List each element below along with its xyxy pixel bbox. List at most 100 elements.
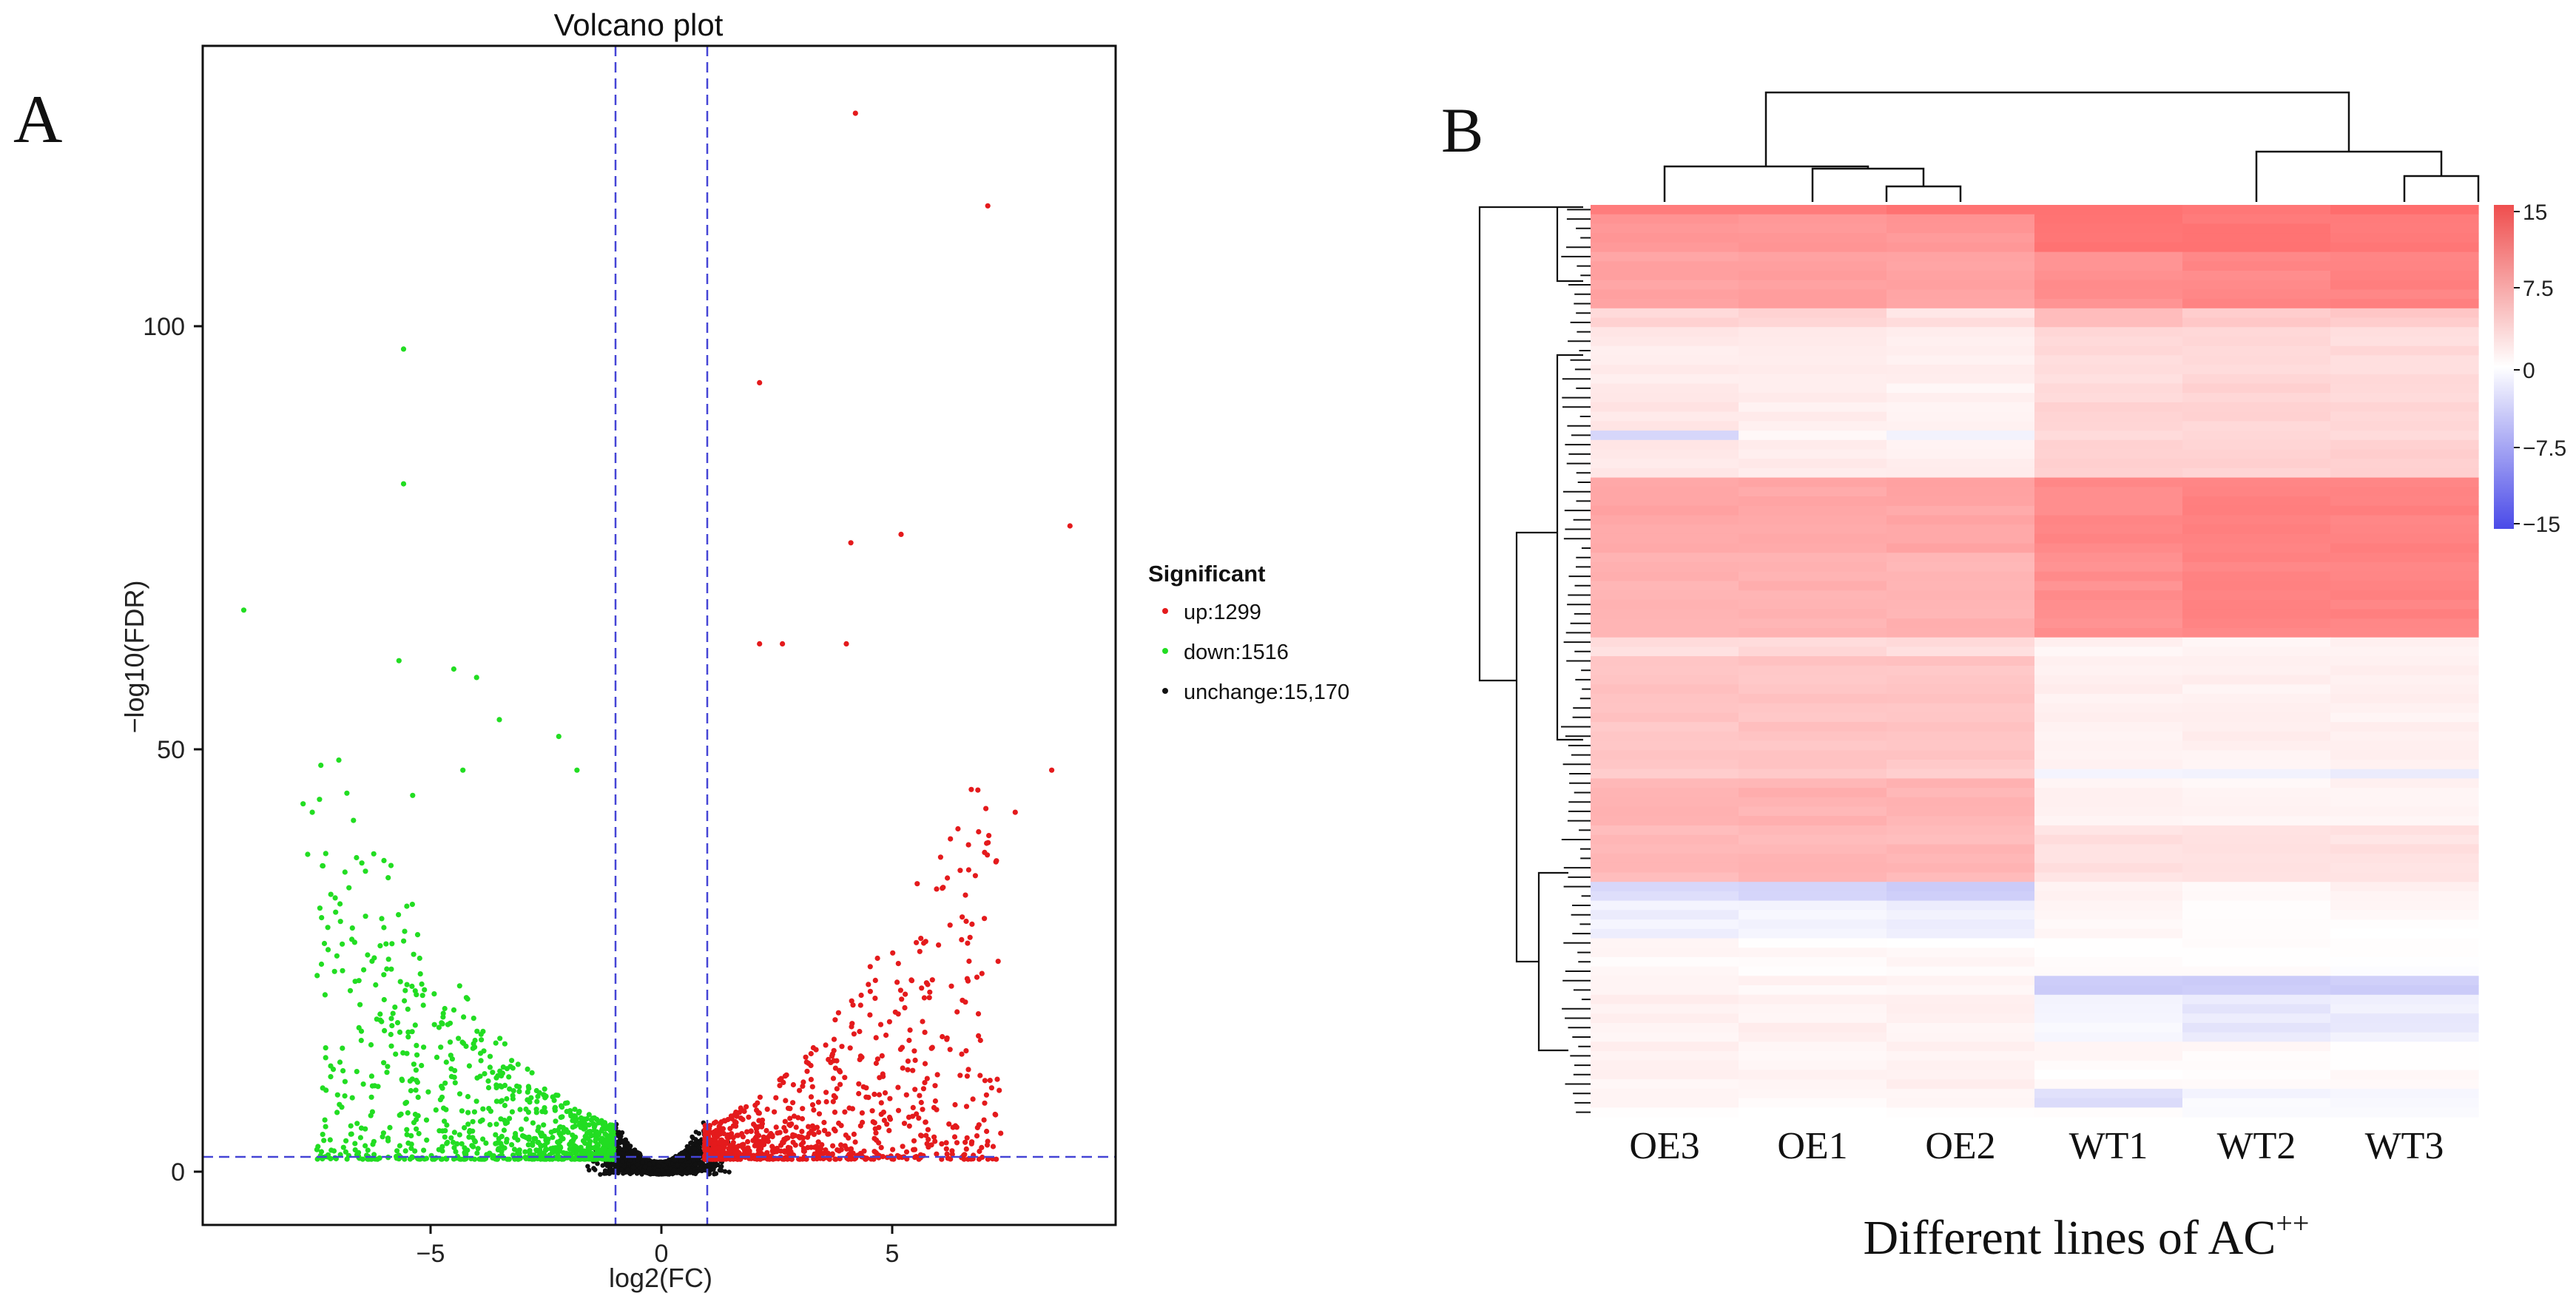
up-regulated-point <box>822 1127 828 1133</box>
up-regulated-point <box>831 1127 837 1132</box>
down-regulated-point <box>451 1007 457 1013</box>
down-regulated-point <box>495 1073 501 1078</box>
down-regulated-point <box>581 1149 587 1155</box>
down-regulated-point <box>342 869 348 875</box>
down-regulated-point <box>321 1138 327 1144</box>
heatmap-cell <box>2330 703 2479 713</box>
heatmap-cell <box>1739 289 1887 300</box>
heatmap-cell <box>2034 581 2183 591</box>
heatmap-cell <box>2330 590 2479 601</box>
down-regulated-point <box>502 1102 508 1109</box>
down-regulated-point <box>599 1126 605 1132</box>
down-regulated-point <box>548 1130 554 1135</box>
heatmap-cell <box>1739 656 1887 666</box>
heatmap-cell <box>1739 703 1887 713</box>
down-regulated-point <box>320 1085 326 1091</box>
unchanged-point <box>672 1158 678 1163</box>
down-regulated-point <box>334 953 340 959</box>
down-regulated-point <box>434 1054 440 1060</box>
down-regulated-point <box>445 1139 451 1145</box>
up-regulated-point <box>968 786 974 792</box>
up-regulated-point <box>944 1035 950 1041</box>
down-regulated-point <box>351 817 357 823</box>
heatmap-cell <box>1739 665 1887 676</box>
up-regulated-point <box>952 1123 959 1129</box>
up-regulated-point <box>886 1127 892 1133</box>
up-regulated-point <box>982 849 988 855</box>
up-regulated-point <box>811 1132 817 1138</box>
heatmap-cell <box>2034 646 2183 657</box>
up-regulated-point <box>803 1054 809 1060</box>
heatmap-cell <box>1739 383 1887 394</box>
up-regulated-point <box>800 1106 806 1112</box>
down-regulated-point <box>397 1029 403 1035</box>
up-regulated-point <box>718 1119 724 1125</box>
heatmap-cell <box>2330 261 2479 271</box>
heatmap-cell <box>2034 251 2183 262</box>
down-regulated-point <box>337 1059 343 1065</box>
up-regulated-point <box>907 1027 913 1033</box>
up-regulated-point <box>895 1011 901 1017</box>
down-regulated-point <box>462 1125 468 1131</box>
up-regulated-point <box>905 1059 911 1064</box>
heatmap-cell <box>1591 477 1739 487</box>
unchanged-point <box>625 1167 630 1172</box>
heatmap-cell <box>1591 261 1739 271</box>
up-regulated-point <box>713 1119 719 1125</box>
heatmap-cell <box>2182 439 2331 450</box>
down-regulated-point <box>352 1141 358 1147</box>
unchanged-point <box>666 1169 671 1175</box>
down-regulated-outlier <box>300 801 306 807</box>
up-regulated-point <box>947 1047 953 1053</box>
up-regulated-point <box>954 1140 960 1146</box>
heatmap-cell <box>1739 637 1887 647</box>
up-regulated-point <box>963 1104 970 1110</box>
down-regulated-point <box>556 1143 562 1149</box>
down-regulated-point <box>377 1011 383 1017</box>
up-regulated-point <box>783 1072 789 1078</box>
unchanged-point <box>619 1130 625 1135</box>
unchanged-point <box>595 1161 600 1166</box>
up-regulated-point <box>835 1010 841 1016</box>
down-regulated-point <box>379 916 385 922</box>
down-regulated-outlier <box>309 809 315 815</box>
heatmap-cell <box>1591 271 1739 281</box>
down-regulated-point <box>431 991 437 997</box>
heatmap-cell <box>1739 365 1887 375</box>
heatmap-cell <box>2182 411 2331 422</box>
down-regulated-point <box>470 1118 476 1124</box>
down-regulated-point <box>462 1149 468 1155</box>
down-regulated-point <box>496 1146 502 1152</box>
down-regulated-point <box>567 1146 573 1152</box>
up-regulated-point <box>773 1124 779 1130</box>
heatmap-cell <box>2330 505 2479 516</box>
down-regulated-point <box>570 1124 576 1130</box>
up-regulated-point <box>940 1033 945 1040</box>
heatmap-cell <box>1887 233 2035 243</box>
unchanged-point <box>642 1164 648 1169</box>
up-regulated-point <box>913 1154 920 1160</box>
up-regulated-point <box>977 1148 982 1155</box>
up-regulated-point <box>814 1144 820 1149</box>
heatmap-cell <box>1739 393 1887 403</box>
down-regulated-point <box>482 1071 488 1077</box>
down-regulated-point <box>340 968 345 973</box>
heatmap-cell <box>2330 271 2479 281</box>
heatmap-cell <box>2034 214 2183 224</box>
down-regulated-point <box>519 1127 525 1132</box>
heatmap-cell <box>2330 675 2479 685</box>
up-regulated-point <box>997 1087 1002 1093</box>
down-regulated-point <box>424 1137 430 1143</box>
down-regulated-point <box>381 972 387 978</box>
up-regulated-point <box>917 1093 923 1098</box>
up-regulated-point <box>918 1099 924 1106</box>
up-regulated-point <box>790 1081 796 1088</box>
up-regulated-point <box>948 983 954 989</box>
down-regulated-point <box>493 1121 499 1127</box>
heatmap-cell <box>1887 261 2035 271</box>
up-regulated-point <box>874 955 880 962</box>
heatmap-cell <box>1739 722 1887 732</box>
unchanged-point <box>655 1168 661 1173</box>
heatmap-cell <box>1591 562 1739 573</box>
up-regulated-point <box>897 987 903 993</box>
